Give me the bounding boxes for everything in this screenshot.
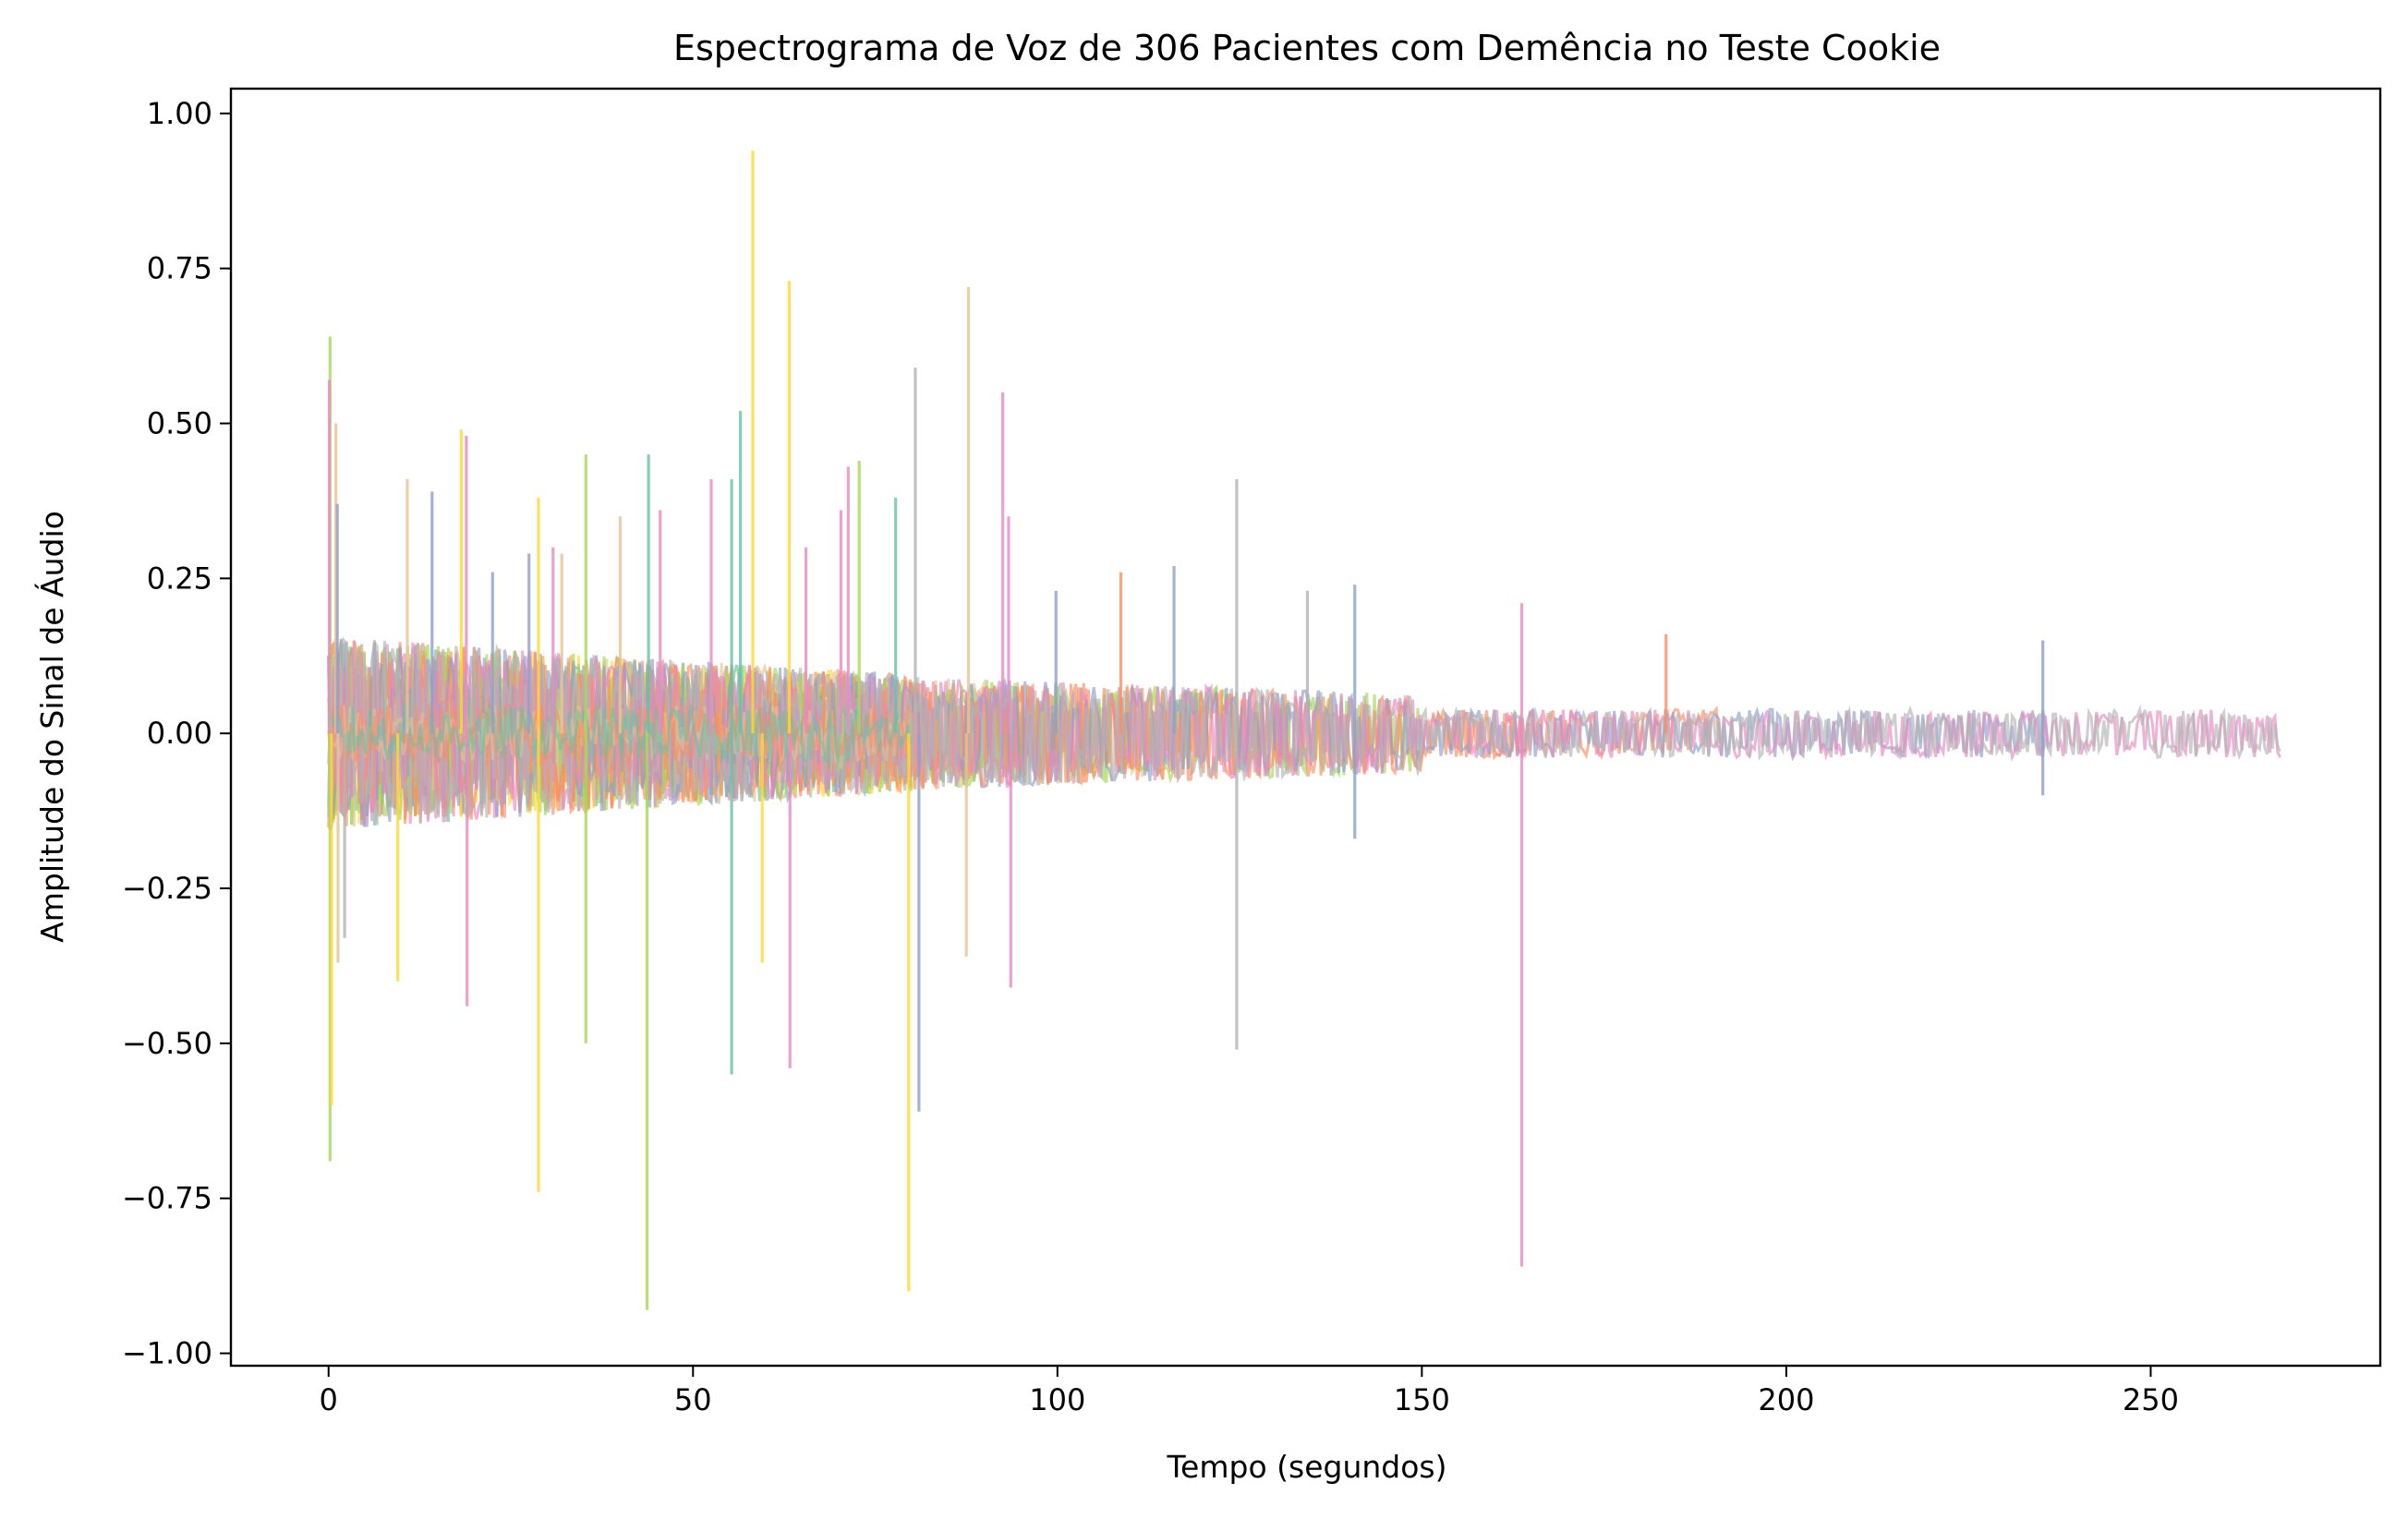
y-tick-label: 0.25 xyxy=(147,561,212,596)
y-tick-label: −0.25 xyxy=(122,871,212,906)
x-tick-label: 100 xyxy=(1029,1382,1085,1417)
x-tick-label: 0 xyxy=(320,1382,338,1417)
y-tick-label: −0.50 xyxy=(122,1026,212,1061)
y-tick-label: 0.50 xyxy=(147,406,212,441)
y-tick-label: −0.75 xyxy=(122,1181,212,1216)
x-tick-label: 150 xyxy=(1394,1382,1450,1417)
series-line xyxy=(327,701,912,764)
chart-title: Espectrograma de Voz de 306 Pacientes co… xyxy=(673,28,1941,68)
y-tick-label: −1.00 xyxy=(122,1336,212,1371)
x-tick-label: 50 xyxy=(674,1382,712,1417)
series-line xyxy=(327,636,2281,825)
x-tick-label: 250 xyxy=(2123,1382,2179,1417)
plot-frame xyxy=(229,87,2382,1368)
y-axis: 1.00 0.75 0.50 0.25 0.00 −0.25 −0.50 −0.75 −1.00 xyxy=(122,96,231,1371)
y-tick-label: 0.75 xyxy=(147,251,212,286)
y-axis-label: Amplitude do Sinal de Áudio xyxy=(33,511,70,943)
y-tick-label: 0.00 xyxy=(147,716,212,751)
x-axis-label: Tempo (segundos) xyxy=(1167,1449,1447,1485)
x-axis: 0 50 100 150 200 250 xyxy=(320,1366,2179,1417)
y-tick-label: 1.00 xyxy=(147,96,212,131)
x-tick-label: 200 xyxy=(1758,1382,1814,1417)
